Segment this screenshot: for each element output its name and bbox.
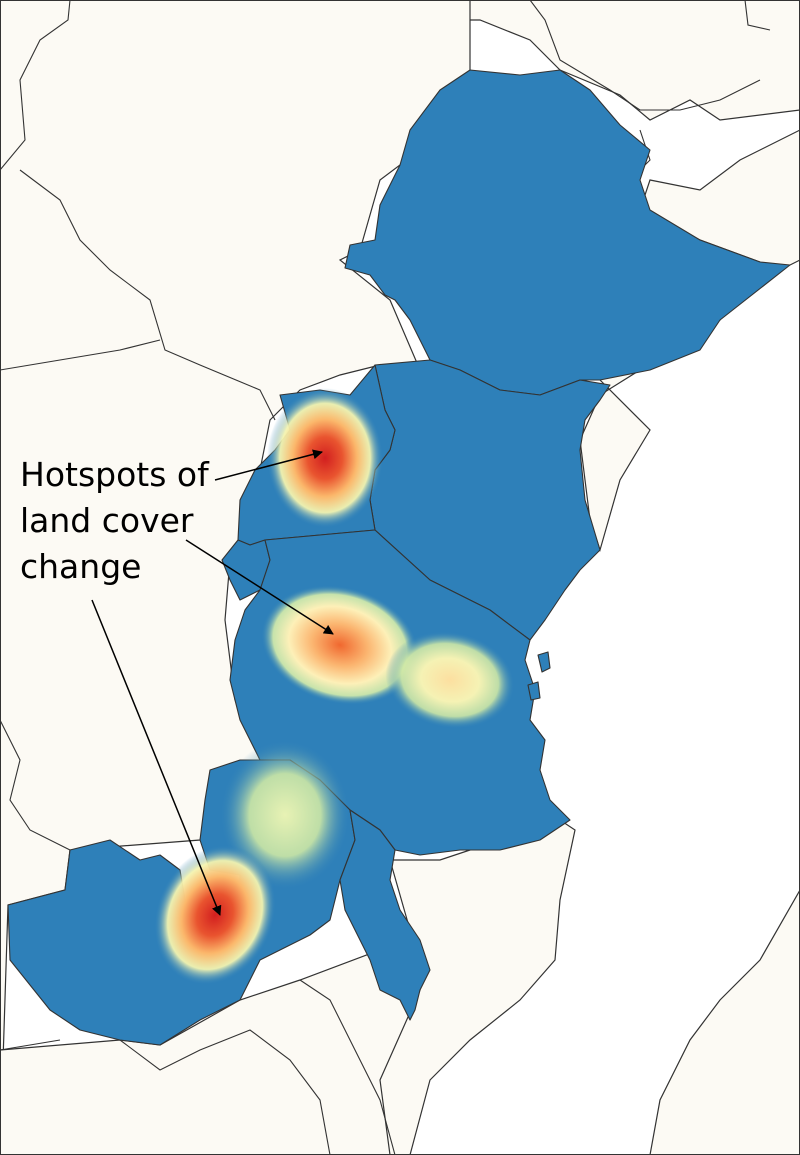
annotation-line-3: change	[20, 547, 142, 586]
hotspot-uganda[interactable]	[267, 388, 383, 528]
border-line-4	[0, 719, 71, 851]
madagascar-land	[649, 888, 800, 1155]
hotspot-zambia-north[interactable]	[220, 740, 350, 890]
hotspot-tanzania-west[interactable]	[248, 568, 433, 721]
hotspot-tanzania-east[interactable]	[378, 621, 523, 738]
arrow-to-zambia	[91, 599, 222, 916]
hotspots-annotation-label: Hotspots of land cover change	[20, 452, 209, 590]
border-line-5	[119, 1029, 331, 1155]
arrow-to-tanzania	[185, 539, 334, 635]
malawi-region[interactable]	[339, 809, 431, 1021]
border-line-6	[299, 979, 396, 1155]
other-borders-layer	[0, 0, 771, 1155]
pemba-island[interactable]	[527, 681, 541, 701]
border-line-2	[19, 169, 276, 421]
border-line-9	[744, 0, 771, 31]
border-line-7	[529, 0, 761, 111]
annotation-line-1: Hotspots of	[20, 455, 209, 494]
annotation-line-2: land cover	[20, 501, 194, 540]
annotation-arrows	[91, 449, 334, 916]
border-line-3	[0, 339, 161, 371]
border-line-10	[0, 1039, 61, 1051]
arrow-to-uganda	[214, 449, 323, 481]
zanzibar-island[interactable]	[537, 651, 551, 673]
border-line-1	[0, 0, 71, 171]
